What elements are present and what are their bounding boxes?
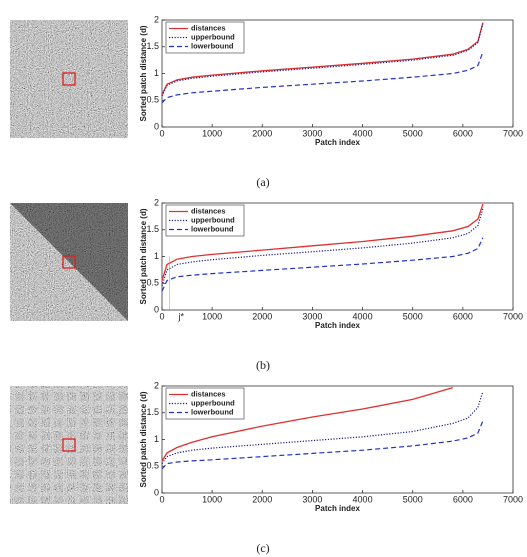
y-tick-label: 1.5 — [146, 407, 159, 417]
x-tick-label: 2000 — [252, 128, 272, 138]
x-tick-label: 5000 — [403, 494, 423, 504]
x-tick-label: 2000 — [252, 494, 272, 504]
y-tick-label: 0 — [154, 487, 159, 497]
x-tick-label: 7000 — [503, 128, 523, 138]
y-axis-label: Sorted patch distance (d) — [139, 391, 148, 487]
y-tick-label: 1 — [154, 434, 159, 444]
x-tick-label: 1000 — [202, 311, 222, 321]
legend-label: lowerbound — [191, 224, 234, 233]
y-tick-label: 2 — [154, 380, 159, 390]
y-tick-label: 0 — [154, 304, 159, 314]
figure: 00.511.5201000200030004000500060007000Pa… — [0, 0, 527, 557]
x-tick-label: 0 — [159, 311, 164, 321]
x-tick-label: 1000 — [202, 128, 222, 138]
x-tick-label: 6000 — [453, 311, 473, 321]
legend-label: distances — [191, 206, 226, 215]
input-image — [10, 20, 128, 138]
y-axis-label: Sorted patch distance (d) — [139, 25, 148, 121]
x-axis-label: Patch index — [315, 504, 360, 513]
y-tick-label: 0.5 — [146, 95, 159, 105]
y-tick-label: 0.5 — [146, 461, 159, 471]
x-tick-label: 4000 — [353, 128, 373, 138]
image-tiles — [10, 386, 128, 504]
legend-label: upperbound — [191, 398, 235, 407]
annotation-text: j* — [178, 311, 185, 321]
data-line — [162, 52, 483, 103]
y-tick-label: 0.5 — [146, 278, 159, 288]
legend-label: distances — [191, 23, 226, 32]
x-tick-label: 3000 — [302, 128, 322, 138]
panel-caption: (c) — [256, 541, 269, 555]
x-tick-label: 3000 — [302, 311, 322, 321]
input-image — [10, 386, 128, 504]
y-tick-label: 2 — [154, 197, 159, 207]
legend-label: lowerbound — [191, 41, 234, 50]
legend-label: distances — [191, 389, 226, 398]
x-tick-label: 4000 — [353, 311, 373, 321]
y-tick-label: 1 — [154, 251, 159, 261]
x-axis-label: Patch index — [315, 138, 360, 147]
panel-caption: (a) — [256, 175, 269, 189]
x-tick-label: 6000 — [453, 494, 473, 504]
x-axis-label: Patch index — [315, 321, 360, 330]
x-tick-label: 2000 — [252, 311, 272, 321]
y-tick-label: 1 — [154, 68, 159, 78]
x-tick-label: 4000 — [353, 494, 373, 504]
x-tick-label: 1000 — [202, 494, 222, 504]
data-line — [162, 421, 483, 469]
x-tick-label: 3000 — [302, 494, 322, 504]
x-tick-label: 7000 — [503, 494, 523, 504]
legend-label: upperbound — [191, 32, 235, 41]
image-noise — [10, 20, 128, 138]
data-line — [162, 238, 483, 291]
legend-label: lowerbound — [191, 407, 234, 416]
y-tick-label: 1.5 — [146, 41, 159, 51]
panel-caption: (b) — [256, 358, 270, 372]
x-tick-label: 5000 — [403, 311, 423, 321]
x-tick-label: 6000 — [453, 128, 473, 138]
x-tick-label: 7000 — [503, 311, 523, 321]
legend-label: upperbound — [191, 215, 235, 224]
y-tick-label: 0 — [154, 121, 159, 131]
y-tick-label: 2 — [154, 14, 159, 24]
x-tick-label: 0 — [159, 494, 164, 504]
y-axis-label: Sorted patch distance (d) — [139, 208, 148, 304]
y-tick-label: 1.5 — [146, 224, 159, 234]
input-image — [10, 203, 128, 321]
x-tick-label: 5000 — [403, 128, 423, 138]
x-tick-label: 0 — [159, 128, 164, 138]
